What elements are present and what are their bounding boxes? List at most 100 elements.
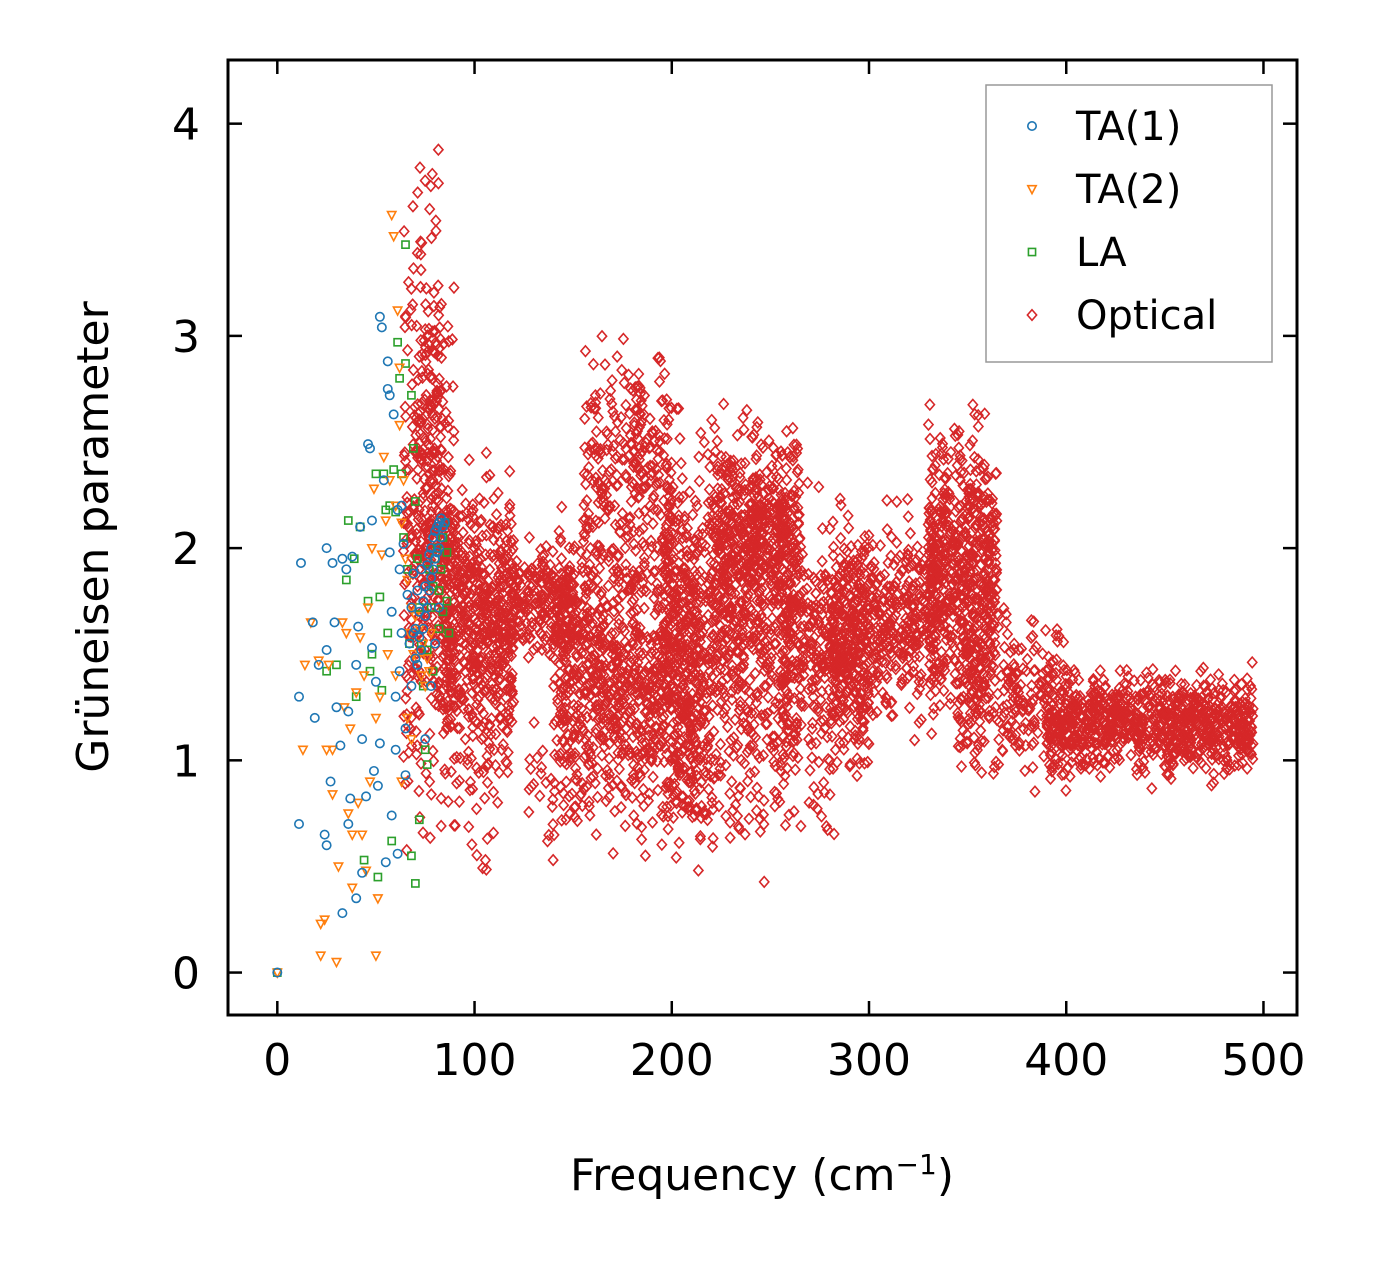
data-point	[462, 578, 475, 592]
data-point	[765, 622, 777, 636]
data-point	[603, 790, 615, 804]
data-point	[560, 650, 572, 663]
data-point	[734, 695, 746, 709]
data-point	[667, 606, 679, 620]
data-point	[422, 460, 434, 474]
data-point	[659, 741, 671, 755]
data-point	[646, 426, 659, 440]
data-point	[432, 486, 445, 500]
data-point	[730, 634, 743, 648]
data-point	[613, 574, 625, 588]
data-point	[425, 652, 437, 666]
data-point	[407, 199, 419, 213]
data-point	[847, 642, 859, 656]
data-point	[567, 542, 580, 556]
data-point	[416, 236, 428, 250]
data-point	[442, 414, 455, 428]
data-point	[587, 669, 599, 683]
data-point	[435, 463, 448, 477]
data-point	[552, 692, 564, 706]
data-point	[579, 685, 591, 699]
data-point	[870, 675, 883, 689]
data-point	[480, 528, 493, 542]
data-point	[625, 606, 637, 620]
data-point	[733, 676, 745, 690]
data-point	[548, 776, 560, 790]
data-point	[443, 334, 455, 348]
data-point	[761, 733, 773, 747]
data-point	[494, 701, 507, 715]
data-point	[540, 630, 553, 643]
data-point	[410, 747, 423, 761]
data-point	[918, 603, 931, 617]
data-point	[876, 655, 888, 669]
data-point	[716, 675, 728, 688]
data-point	[607, 439, 620, 453]
data-point	[674, 432, 686, 446]
data-point	[425, 505, 438, 519]
data-point	[450, 776, 463, 790]
data-point	[441, 646, 453, 660]
data-point	[405, 722, 417, 736]
data-point	[745, 726, 758, 740]
data-point	[913, 716, 925, 729]
data-point	[449, 700, 461, 714]
data-point	[699, 539, 712, 553]
data-point	[527, 777, 540, 791]
data-point	[738, 423, 750, 437]
data-point	[821, 823, 834, 837]
data-point	[474, 515, 487, 529]
data-point	[606, 373, 618, 387]
data-point	[480, 863, 493, 876]
data-point	[456, 599, 468, 613]
data-point	[651, 577, 663, 591]
data-point	[810, 586, 822, 600]
data-point	[413, 707, 425, 721]
data-point	[710, 614, 722, 628]
data-point	[406, 378, 418, 391]
data-point	[706, 796, 718, 810]
data-point	[929, 684, 942, 698]
data-point	[548, 784, 561, 798]
data-point	[603, 737, 615, 751]
data-point	[609, 626, 621, 640]
data-point	[659, 568, 671, 581]
data-point	[580, 780, 593, 793]
data-point	[501, 723, 513, 737]
data-point	[828, 708, 840, 721]
data-point	[521, 566, 534, 580]
data-point	[453, 683, 466, 697]
data-point	[792, 516, 805, 530]
data-point	[902, 549, 914, 563]
data-point	[873, 608, 886, 622]
data-point	[537, 744, 549, 758]
data-point	[412, 509, 425, 523]
data-point	[787, 450, 799, 463]
data-point	[581, 468, 594, 482]
data-point	[853, 732, 865, 746]
data-point	[426, 167, 438, 181]
data-point	[596, 729, 608, 743]
data-point	[844, 720, 856, 733]
data-point	[790, 438, 803, 452]
data-point	[769, 515, 782, 529]
data-point	[844, 588, 856, 602]
data-point	[611, 468, 623, 482]
data-point	[848, 676, 860, 690]
data-point	[647, 694, 659, 708]
data-point	[492, 486, 504, 500]
data-point	[861, 755, 874, 769]
data-point	[620, 558, 632, 572]
data-point	[746, 497, 758, 511]
data-point	[629, 667, 641, 681]
data-point	[563, 565, 575, 579]
data-point	[620, 421, 632, 435]
data-point	[702, 511, 714, 525]
data-point	[733, 482, 745, 496]
data-point	[548, 588, 561, 602]
data-point	[738, 612, 750, 626]
data-point	[739, 539, 751, 553]
data-point	[673, 836, 685, 850]
data-point	[690, 691, 703, 705]
data-point	[700, 704, 712, 718]
